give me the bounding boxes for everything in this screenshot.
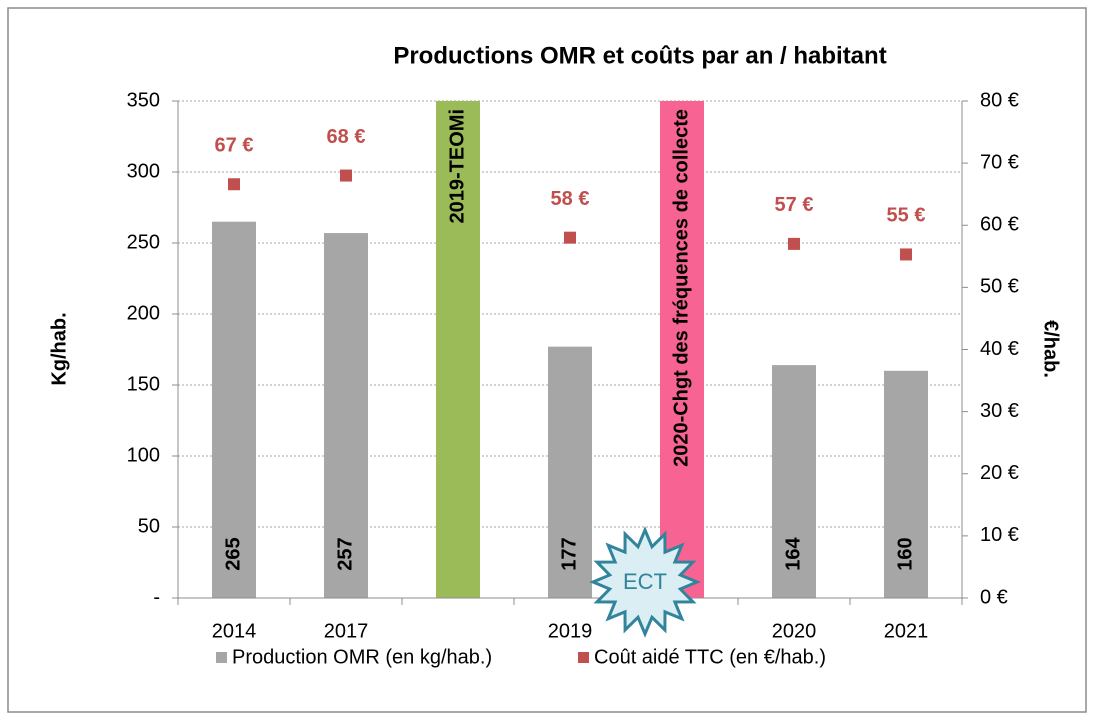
annotation-text: ECT — [623, 569, 667, 594]
data-label: 265 — [222, 537, 244, 570]
bar — [548, 346, 592, 598]
data-label: 160 — [894, 537, 916, 570]
event-band — [436, 101, 480, 598]
data-label: 55 € — [887, 205, 926, 227]
y2-tick-label: 20 € — [980, 462, 1019, 484]
legend-swatch — [578, 652, 589, 663]
y-tick-label: 100 — [127, 444, 160, 466]
y2-tick-label: 60 € — [980, 214, 1019, 236]
data-label: 67 € — [215, 135, 254, 157]
legend-swatch — [216, 652, 227, 663]
y-tick-label: 200 — [127, 302, 160, 324]
data-label: 257 — [334, 537, 356, 570]
y-axis-label: Kg/hab. — [48, 312, 70, 385]
cost-marker — [900, 248, 912, 261]
annotation: ECT — [589, 526, 701, 638]
event-band-label: 2020-Chgt des fréquences de collecte — [670, 109, 692, 467]
y-tick-label: - — [153, 586, 160, 608]
cost-marker — [228, 178, 240, 191]
event-band-label: 2019-TEOMi — [446, 109, 468, 223]
y-tick-label: 150 — [127, 373, 160, 395]
y2-tick-label: 80 € — [980, 89, 1019, 111]
cost-marker — [564, 231, 576, 244]
y2-tick-label: 30 € — [980, 400, 1019, 422]
data-label: 164 — [782, 536, 804, 570]
y2-axis-label: €/hab. — [1040, 320, 1062, 378]
data-label: 177 — [558, 537, 580, 570]
y2-tick-label: 0 € — [980, 586, 1008, 608]
y-tick-label: 300 — [127, 160, 160, 182]
y2-tick-label: 10 € — [980, 524, 1019, 546]
plot-area: - 50 100 150 200 250 300 350 0 € 10 € 20 € 30 € 40 €… — [127, 89, 1019, 642]
data-label: 57 € — [775, 194, 814, 216]
cost-marker — [340, 169, 352, 182]
bar — [324, 233, 368, 598]
y-tick-label: 350 — [127, 89, 160, 111]
bar — [884, 370, 928, 598]
x-tick-label: 2019 — [548, 620, 593, 642]
x-tick-label: 2017 — [324, 620, 369, 642]
legend-label: Production OMR (en kg/hab.) — [232, 646, 492, 668]
bar — [212, 221, 256, 598]
y-tick-label: 250 — [127, 231, 160, 253]
starburst — [589, 526, 701, 638]
legend-label: Coût aidé TTC (en €/hab.) — [594, 646, 826, 668]
y2-tick-label: 50 € — [980, 276, 1019, 298]
chart-title: Productions OMR et coûts par an / habita… — [393, 42, 886, 69]
data-label: 58 € — [551, 188, 590, 210]
chart-border — [7, 7, 1087, 713]
event-band — [660, 101, 704, 598]
y2-tick-label: 70 € — [980, 151, 1019, 173]
x-tick-label: 2020 — [772, 620, 817, 642]
x-tick-label: 2014 — [212, 620, 257, 642]
cost-marker — [788, 237, 800, 250]
bar — [772, 365, 816, 598]
x-tick-label: 2021 — [884, 620, 929, 642]
y2-tick-label: 40 € — [980, 338, 1019, 360]
y-tick-label: 50 — [138, 515, 160, 537]
data-label: 68 € — [327, 126, 366, 148]
